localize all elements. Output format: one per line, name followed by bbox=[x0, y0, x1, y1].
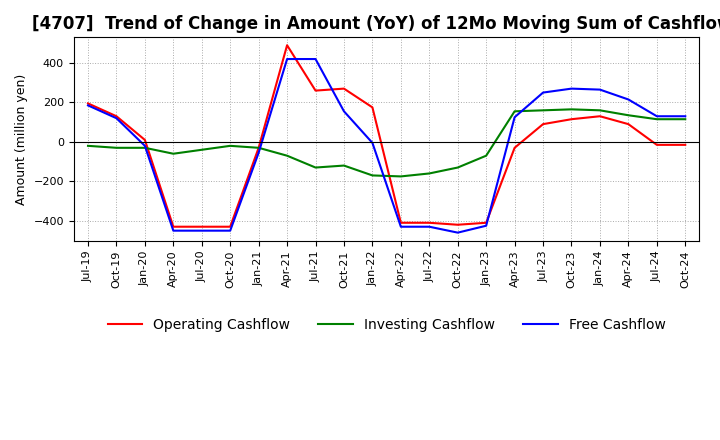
Operating Cashflow bbox=[510, 145, 519, 150]
Legend: Operating Cashflow, Investing Cashflow, Free Cashflow: Operating Cashflow, Investing Cashflow, … bbox=[102, 312, 671, 337]
Free Cashflow bbox=[510, 114, 519, 120]
Investing Cashflow bbox=[567, 106, 576, 112]
Free Cashflow bbox=[226, 228, 235, 233]
Operating Cashflow bbox=[112, 114, 121, 119]
Operating Cashflow bbox=[283, 43, 292, 48]
Operating Cashflow bbox=[226, 224, 235, 229]
Free Cashflow bbox=[254, 150, 263, 155]
Free Cashflow bbox=[283, 56, 292, 62]
Investing Cashflow bbox=[368, 173, 377, 178]
Free Cashflow bbox=[482, 223, 490, 228]
Free Cashflow bbox=[84, 103, 92, 108]
Operating Cashflow bbox=[397, 220, 405, 225]
Investing Cashflow bbox=[197, 147, 206, 152]
Free Cashflow bbox=[340, 109, 348, 114]
Investing Cashflow bbox=[454, 165, 462, 170]
Investing Cashflow bbox=[112, 145, 121, 150]
Operating Cashflow bbox=[681, 142, 690, 147]
Investing Cashflow bbox=[340, 163, 348, 168]
Operating Cashflow bbox=[454, 222, 462, 227]
Free Cashflow bbox=[397, 224, 405, 229]
Operating Cashflow bbox=[368, 105, 377, 110]
Operating Cashflow bbox=[140, 137, 149, 143]
Title: [4707]  Trend of Change in Amount (YoY) of 12Mo Moving Sum of Cashflows: [4707] Trend of Change in Amount (YoY) o… bbox=[32, 15, 720, 33]
Investing Cashflow bbox=[283, 153, 292, 158]
Investing Cashflow bbox=[397, 174, 405, 179]
Operating Cashflow bbox=[652, 142, 661, 147]
Operating Cashflow bbox=[425, 220, 433, 225]
Investing Cashflow bbox=[140, 145, 149, 150]
Free Cashflow bbox=[454, 230, 462, 235]
Free Cashflow bbox=[368, 140, 377, 146]
Investing Cashflow bbox=[681, 117, 690, 122]
Operating Cashflow bbox=[567, 117, 576, 122]
Investing Cashflow bbox=[311, 165, 320, 170]
Free Cashflow bbox=[112, 116, 121, 121]
Free Cashflow bbox=[624, 97, 633, 102]
Free Cashflow bbox=[567, 86, 576, 91]
Operating Cashflow bbox=[539, 121, 547, 127]
Free Cashflow bbox=[169, 228, 178, 233]
Investing Cashflow bbox=[254, 145, 263, 150]
Free Cashflow bbox=[311, 56, 320, 62]
Operating Cashflow bbox=[169, 224, 178, 229]
Y-axis label: Amount (million yen): Amount (million yen) bbox=[15, 73, 28, 205]
Investing Cashflow bbox=[595, 108, 604, 113]
Operating Cashflow bbox=[84, 101, 92, 106]
Free Cashflow bbox=[425, 224, 433, 229]
Investing Cashflow bbox=[226, 143, 235, 148]
Investing Cashflow bbox=[652, 117, 661, 122]
Operating Cashflow bbox=[482, 220, 490, 225]
Operating Cashflow bbox=[311, 88, 320, 93]
Investing Cashflow bbox=[482, 153, 490, 158]
Investing Cashflow bbox=[169, 151, 178, 156]
Free Cashflow bbox=[140, 143, 149, 148]
Free Cashflow bbox=[539, 90, 547, 95]
Operating Cashflow bbox=[254, 145, 263, 150]
Operating Cashflow bbox=[624, 121, 633, 127]
Free Cashflow bbox=[652, 114, 661, 119]
Operating Cashflow bbox=[340, 86, 348, 91]
Line: Free Cashflow: Free Cashflow bbox=[88, 59, 685, 233]
Investing Cashflow bbox=[510, 109, 519, 114]
Investing Cashflow bbox=[425, 171, 433, 176]
Operating Cashflow bbox=[197, 224, 206, 229]
Investing Cashflow bbox=[624, 113, 633, 118]
Operating Cashflow bbox=[595, 114, 604, 119]
Investing Cashflow bbox=[84, 143, 92, 148]
Investing Cashflow bbox=[539, 108, 547, 113]
Free Cashflow bbox=[197, 228, 206, 233]
Free Cashflow bbox=[595, 87, 604, 92]
Free Cashflow bbox=[681, 114, 690, 119]
Line: Investing Cashflow: Investing Cashflow bbox=[88, 109, 685, 176]
Line: Operating Cashflow: Operating Cashflow bbox=[88, 45, 685, 227]
